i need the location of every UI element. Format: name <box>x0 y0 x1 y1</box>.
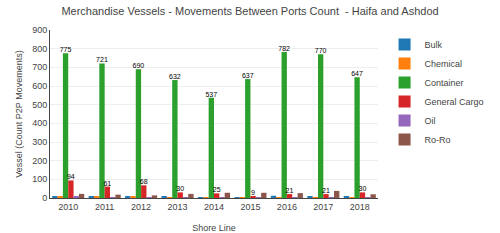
svg-text:2013: 2013 <box>168 202 188 212</box>
svg-text:721: 721 <box>96 56 108 63</box>
svg-text:2011: 2011 <box>95 202 114 212</box>
svg-text:Shore Line: Shore Line <box>192 223 236 233</box>
svg-text:2014: 2014 <box>204 202 224 212</box>
svg-text:30: 30 <box>359 185 367 192</box>
svg-text:68: 68 <box>140 178 148 185</box>
svg-text:775: 775 <box>60 46 72 53</box>
svg-text:94: 94 <box>67 173 75 180</box>
svg-text:647: 647 <box>351 70 363 77</box>
svg-text:200: 200 <box>32 156 47 166</box>
svg-text:Chemical: Chemical <box>425 59 463 69</box>
svg-text:900: 900 <box>32 25 47 35</box>
svg-text:Container: Container <box>425 78 464 88</box>
svg-text:Ro-Ro: Ro-Ro <box>425 135 451 145</box>
svg-text:9: 9 <box>251 189 255 196</box>
svg-text:Bulk: Bulk <box>425 40 443 50</box>
svg-text:2010: 2010 <box>58 202 78 212</box>
svg-text:690: 690 <box>133 62 145 69</box>
svg-text:30: 30 <box>176 185 184 192</box>
svg-text:25: 25 <box>213 186 221 193</box>
svg-text:800: 800 <box>32 44 47 54</box>
svg-text:600: 600 <box>32 81 47 91</box>
svg-text:61: 61 <box>103 180 111 187</box>
svg-text:700: 700 <box>32 62 47 72</box>
svg-text:400: 400 <box>32 118 47 128</box>
svg-text:Oil: Oil <box>425 116 436 126</box>
svg-text:2012: 2012 <box>131 202 151 212</box>
svg-text:500: 500 <box>32 100 47 110</box>
svg-text:21: 21 <box>286 187 294 194</box>
svg-text:537: 537 <box>205 91 217 98</box>
svg-text:21: 21 <box>322 187 330 194</box>
svg-text:100: 100 <box>32 174 47 184</box>
svg-text:300: 300 <box>32 137 47 147</box>
svg-text:General Cargo: General Cargo <box>425 97 484 107</box>
svg-text:782: 782 <box>278 45 290 52</box>
svg-text:2018: 2018 <box>350 202 370 212</box>
svg-text:Vessel (Count P2P Movements): Vessel (Count P2P Movements) <box>14 50 24 177</box>
svg-text:770: 770 <box>315 47 327 54</box>
svg-text:2015: 2015 <box>240 202 260 212</box>
svg-text:2017: 2017 <box>313 202 333 212</box>
svg-text:637: 637 <box>242 72 254 79</box>
svg-text:0: 0 <box>42 193 47 203</box>
svg-text:2016: 2016 <box>277 202 297 212</box>
svg-text:Merchandise Vessels - Movement: Merchandise Vessels - Movements Between … <box>61 5 438 17</box>
svg-text:632: 632 <box>169 73 181 80</box>
